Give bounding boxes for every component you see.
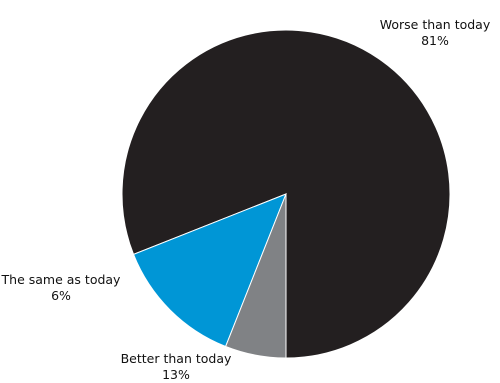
slice-value-better: 13% bbox=[162, 367, 190, 382]
pie-slice-same bbox=[224, 193, 287, 359]
pie-slice-worse bbox=[121, 29, 451, 359]
slice-value-same: 6% bbox=[51, 288, 71, 303]
slice-value-worse: 81% bbox=[421, 33, 449, 48]
pie-slices bbox=[121, 29, 451, 359]
slice-label-same: The same as today bbox=[1, 272, 122, 287]
slice-label-better: Better than today bbox=[121, 351, 232, 366]
pie-slice-better bbox=[132, 193, 287, 348]
slice-label-worse: Worse than today bbox=[380, 17, 491, 32]
